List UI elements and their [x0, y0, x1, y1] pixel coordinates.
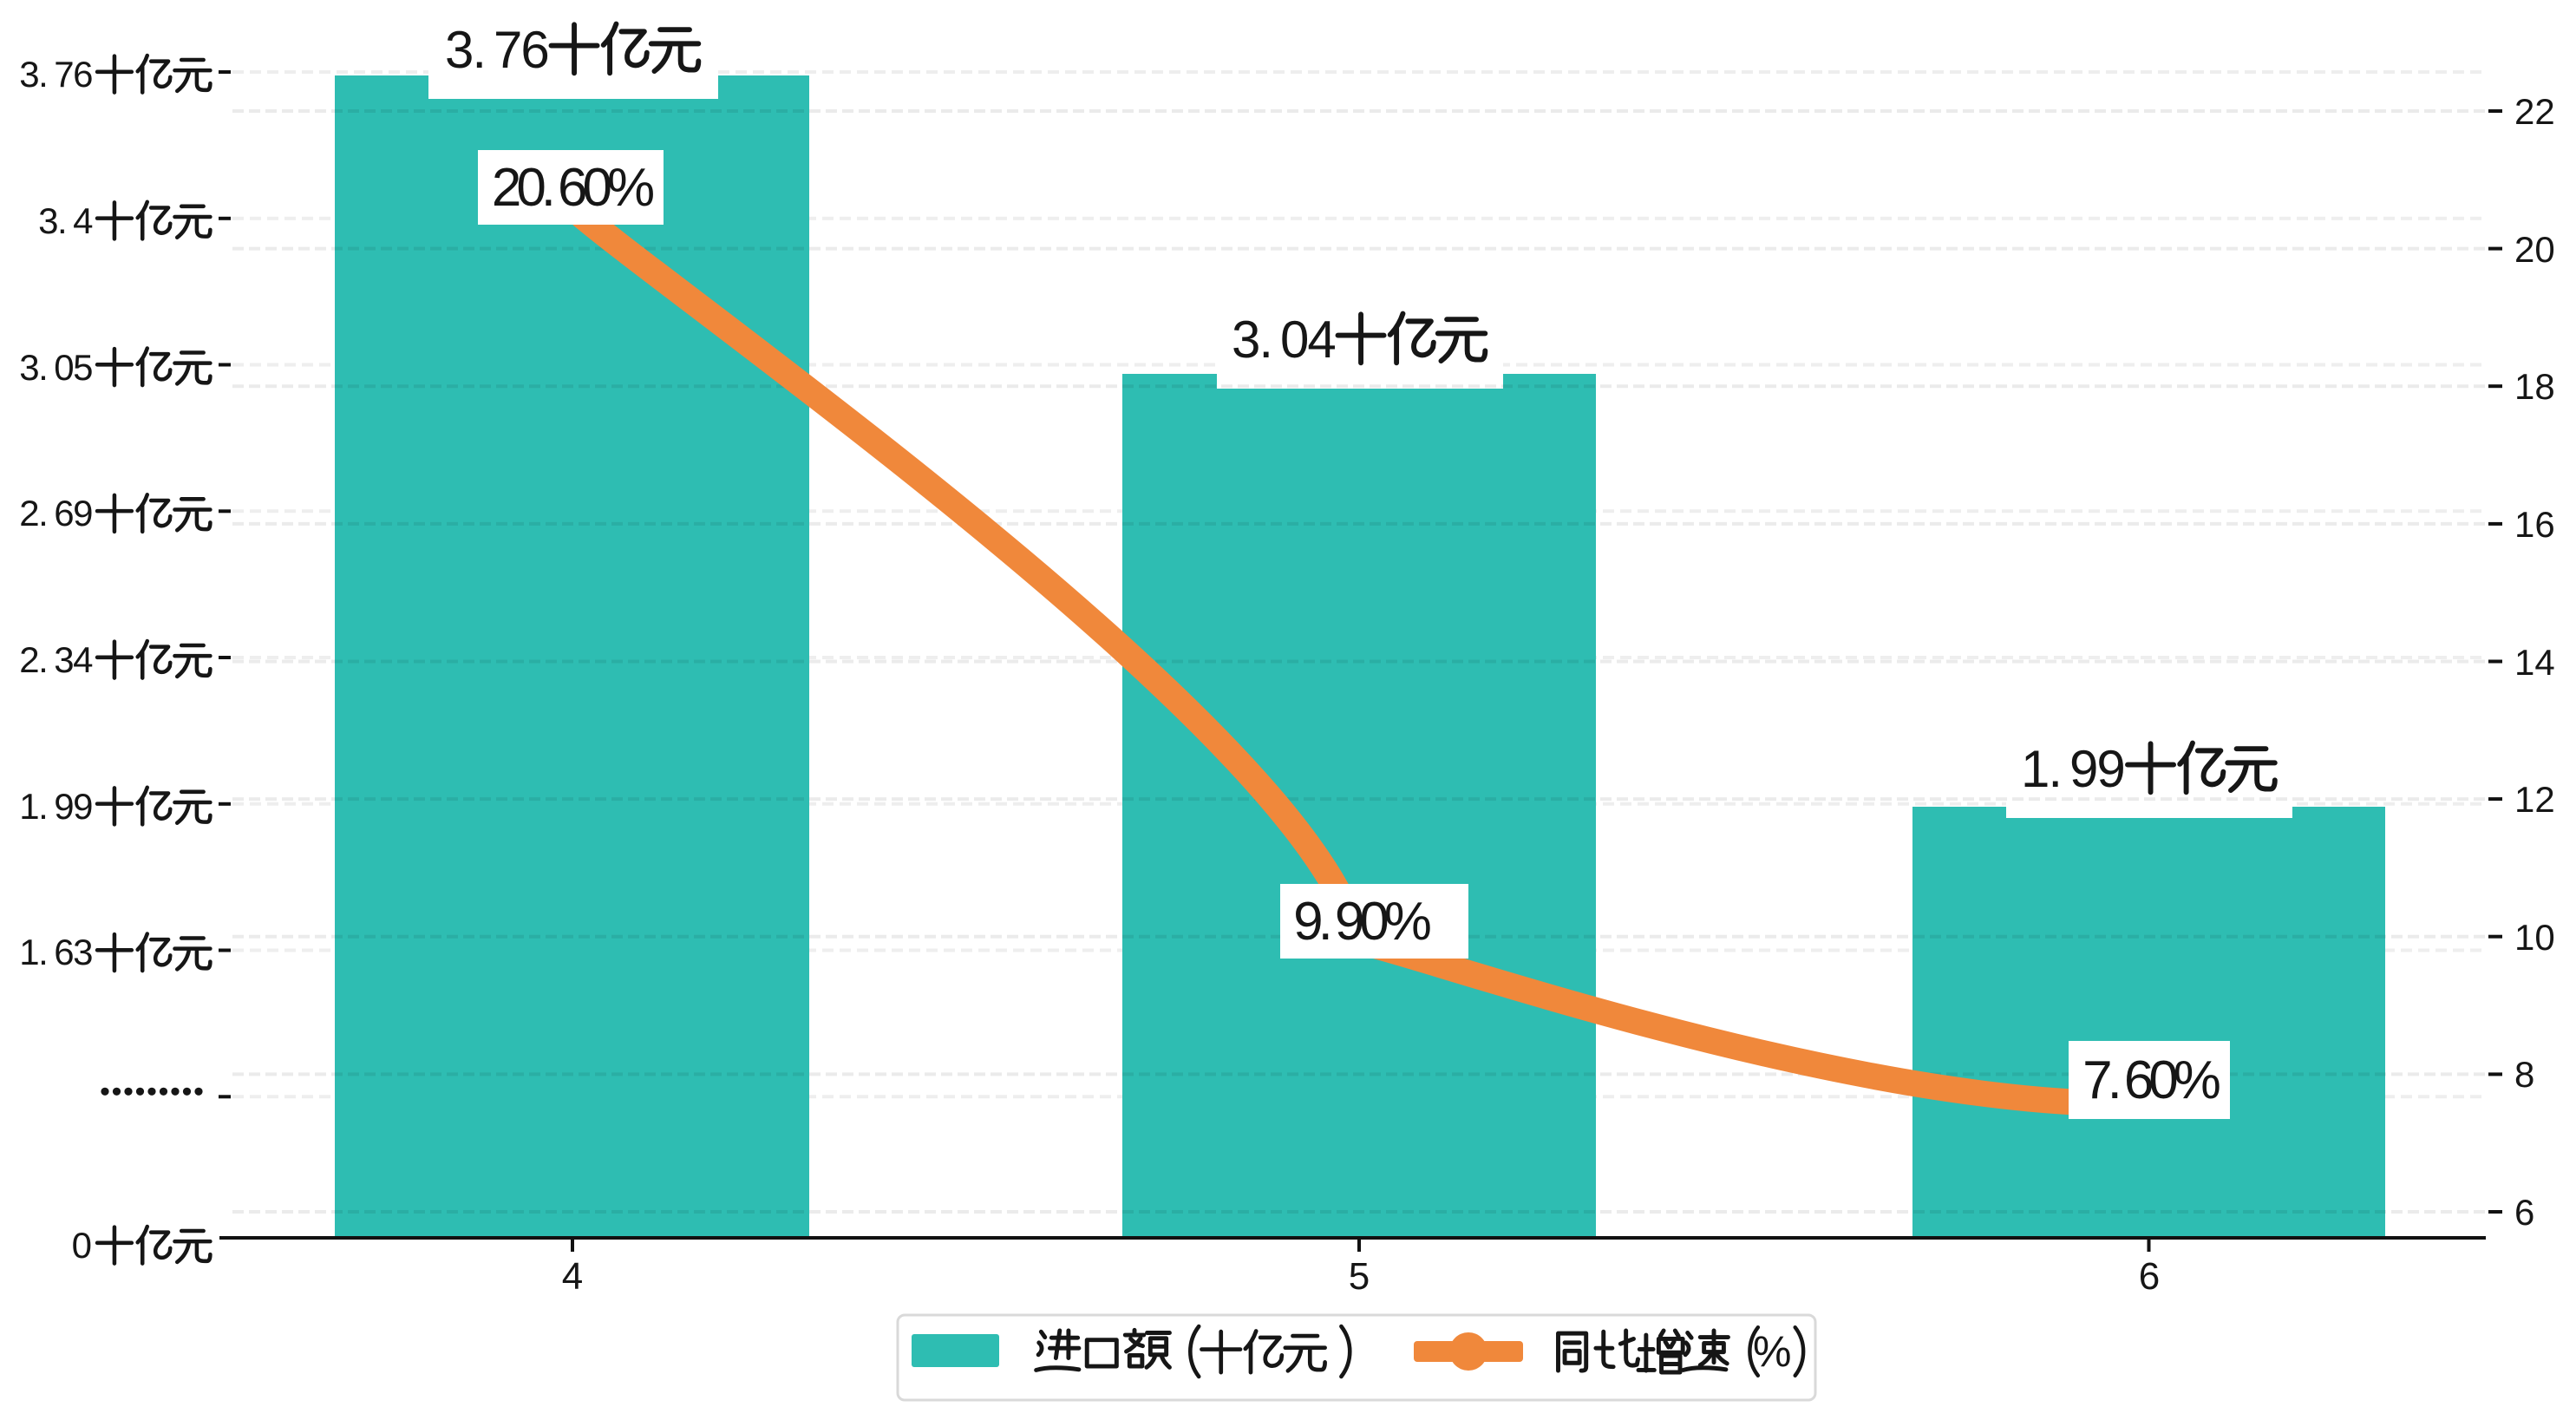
svg-text:4: 4 — [562, 1255, 583, 1298]
svg-text:3.04: 3. 04 — [1232, 311, 1335, 369]
svg-text:22: 22 — [2514, 91, 2555, 132]
svg-text:5: 5 — [1349, 1255, 1370, 1298]
svg-text:20: 20 — [2514, 229, 2555, 270]
svg-text:1.63: 1. 63 — [19, 932, 92, 972]
svg-text:16: 16 — [2514, 504, 2555, 545]
svg-text:3.76: 3. 76 — [19, 54, 92, 95]
svg-text:2.69: 2. 69 — [19, 493, 92, 533]
svg-text:18: 18 — [2514, 366, 2555, 407]
svg-text:1.99: 1. 99 — [2021, 740, 2124, 798]
svg-text:6: 6 — [2139, 1255, 2160, 1298]
svg-text:20.60%: 20. 60% — [492, 158, 653, 218]
svg-text:2.34: 2. 34 — [19, 639, 93, 680]
svg-text:%: % — [1753, 1327, 1791, 1376]
svg-text:6: 6 — [2514, 1192, 2534, 1233]
svg-text:0: 0 — [72, 1225, 92, 1266]
svg-text:3.4: 3. 4 — [38, 200, 93, 241]
svg-text:10: 10 — [2514, 917, 2555, 958]
svg-text:7.60%: 7. 60% — [2082, 1050, 2220, 1110]
svg-text:14: 14 — [2514, 642, 2555, 683]
svg-text:1.99: 1. 99 — [19, 786, 92, 827]
svg-text:9.90%: 9. 90% — [1293, 892, 1430, 952]
svg-text:8: 8 — [2514, 1054, 2534, 1095]
svg-text:12: 12 — [2514, 779, 2555, 820]
svg-text:3.76: 3. 76 — [445, 21, 548, 79]
svg-text:3.05: 3. 05 — [19, 347, 92, 388]
